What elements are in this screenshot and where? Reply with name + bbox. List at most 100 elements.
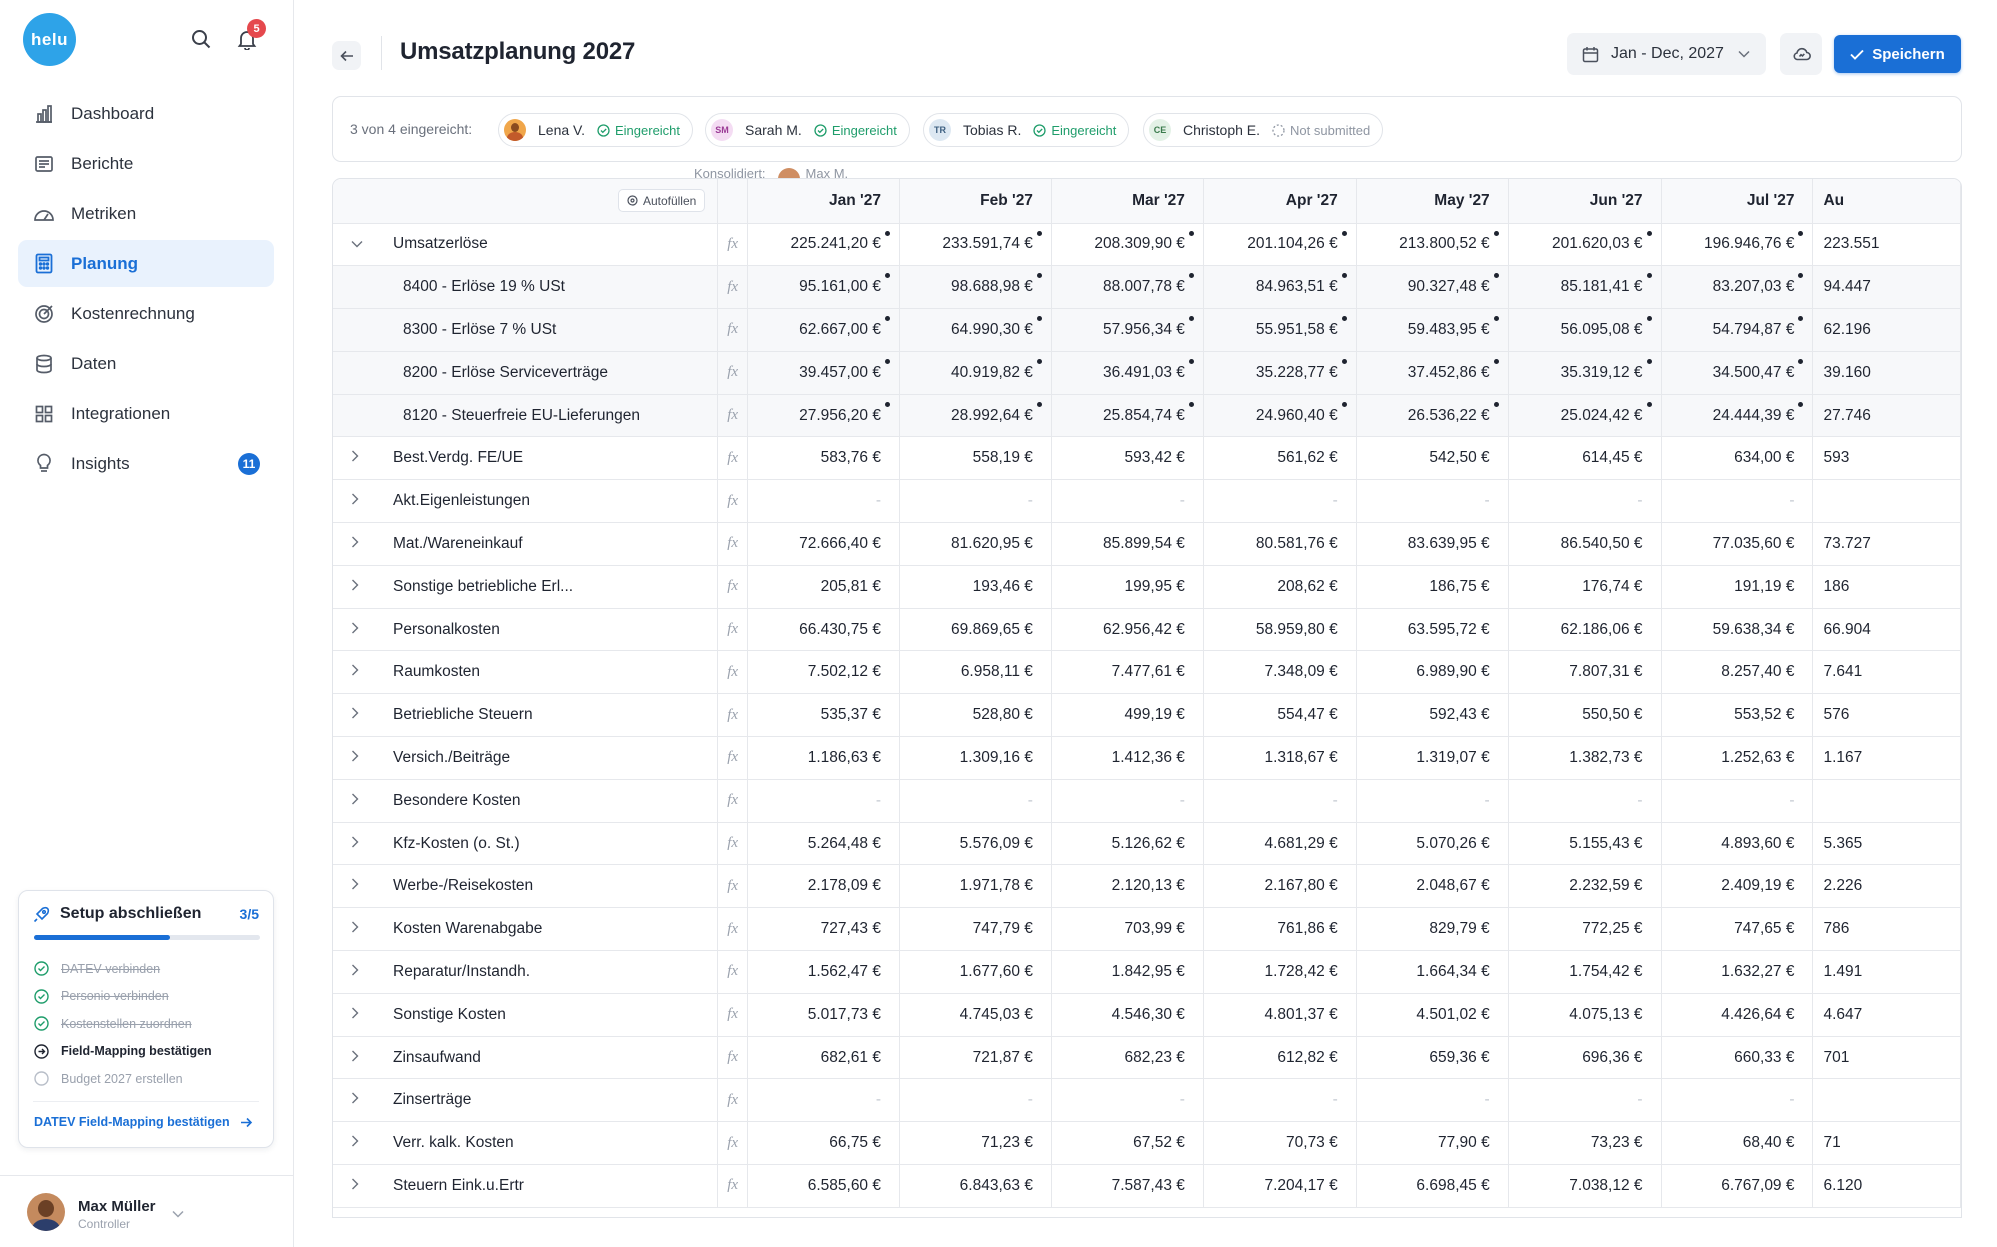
value-cell[interactable]: 1.754,42 €	[1508, 950, 1662, 994]
table-row[interactable]: Reparatur/Instandh. fx 1.562,47 € 1.677,60 …	[333, 950, 1961, 994]
chevron-right-icon[interactable]	[351, 621, 371, 637]
value-cell[interactable]: -	[1508, 779, 1662, 823]
value-cell[interactable]: 747,79 €	[899, 907, 1052, 952]
value-cell[interactable]: 62.186,06 €	[1508, 608, 1662, 652]
chevron-right-icon[interactable]	[351, 1134, 371, 1150]
value-cell[interactable]: 34.500,47 €	[1661, 351, 1814, 395]
value-cell[interactable]: -	[1203, 1078, 1357, 1123]
value-cell[interactable]: -	[1508, 479, 1662, 524]
value-cell[interactable]: 2.409,19 €	[1661, 864, 1814, 909]
nav-item-kostenrechnung[interactable]: Kostenrechnung	[18, 290, 274, 337]
value-cell[interactable]: 558,19 €	[899, 436, 1052, 481]
value-cell[interactable]: 55.951,58 €	[1203, 308, 1357, 352]
value-cell[interactable]: 35.228,77 €	[1203, 351, 1357, 395]
value-cell[interactable]: -	[899, 1078, 1052, 1123]
value-cell[interactable]: 2.167,80 €	[1203, 864, 1357, 909]
back-button[interactable]	[332, 41, 361, 70]
submitter-chip[interactable]: TR Tobias R. Eingereicht	[923, 113, 1130, 147]
value-cell[interactable]: 56.095,08 €	[1508, 308, 1662, 352]
value-cell[interactable]: 721,87 €	[899, 1036, 1052, 1080]
value-cell[interactable]: 223.551	[1812, 223, 1961, 267]
row-label-cell[interactable]: 8400 - Erlöse 19 % USt	[333, 265, 719, 310]
row-label-cell[interactable]: Steuern Eink.u.Ertr	[333, 1164, 719, 1208]
value-cell[interactable]: 829,79 €	[1356, 907, 1509, 952]
row-label-cell[interactable]: Werbe-/Reisekosten	[333, 864, 719, 909]
value-cell[interactable]: 59.483,95 €	[1356, 308, 1509, 352]
value-cell[interactable]: 5.126,62 €	[1051, 822, 1204, 866]
value-cell[interactable]: 772,25 €	[1508, 907, 1662, 952]
value-cell[interactable]: 201.620,03 €	[1508, 223, 1662, 267]
formula-icon[interactable]: fx	[717, 993, 749, 1037]
value-cell[interactable]: 233.591,74 €	[899, 223, 1052, 267]
table-subrow[interactable]: 8200 - Erlöse Serviceverträge fx 39.457,00…	[333, 351, 1961, 395]
value-cell[interactable]: 208,62 €	[1203, 565, 1357, 609]
value-cell[interactable]: 1.319,07 €	[1356, 736, 1509, 780]
table-row[interactable]: Steuern Eink.u.Ertr fx 6.585,60 € 6.843,63 …	[333, 1164, 1961, 1208]
value-cell[interactable]: 191,19 €	[1661, 565, 1814, 609]
value-cell[interactable]: 25.854,74 €	[1051, 394, 1204, 438]
value-cell[interactable]: 5.365	[1812, 822, 1961, 866]
value-cell[interactable]: 72.666,40 €	[747, 522, 900, 566]
chevron-right-icon[interactable]	[351, 920, 371, 936]
row-label-cell[interactable]: Sonstige Kosten	[333, 993, 719, 1037]
value-cell[interactable]: 7.502,12 €	[747, 650, 900, 695]
chevron-right-icon[interactable]	[351, 1091, 371, 1107]
table-subrow[interactable]: 8400 - Erlöse 19 % USt fx 95.161,00 € 98.68…	[333, 265, 1961, 310]
value-cell[interactable]: 73,23 €	[1508, 1121, 1662, 1166]
value-cell[interactable]: -	[747, 779, 900, 823]
value-cell[interactable]: 4.647	[1812, 993, 1961, 1037]
value-cell[interactable]: 7.038,12 €	[1508, 1164, 1662, 1208]
table-subrow[interactable]: 8120 - Steuerfreie EU-Lieferungen fx 27.95…	[333, 394, 1961, 438]
value-cell[interactable]: 4.426,64 €	[1661, 993, 1814, 1037]
value-cell[interactable]: 1.677,60 €	[899, 950, 1052, 994]
value-cell[interactable]: -	[1051, 479, 1204, 524]
row-label-cell[interactable]: Akt.Eigenleistungen	[333, 479, 719, 524]
value-cell[interactable]: 59.638,34 €	[1661, 608, 1814, 652]
formula-icon[interactable]: fx	[717, 693, 749, 738]
table-row[interactable]: Umsatzerlöse fx 225.241,20 € 233.591,74 € 20…	[333, 223, 1961, 267]
submitter-chip[interactable]: Lena V. Eingereicht	[498, 113, 694, 147]
value-cell[interactable]: 69.869,65 €	[899, 608, 1052, 652]
value-cell[interactable]: 62.196	[1812, 308, 1961, 352]
value-cell[interactable]: 80.581,76 €	[1203, 522, 1357, 566]
value-cell[interactable]: 66,75 €	[747, 1121, 900, 1166]
formula-icon[interactable]: fx	[717, 736, 749, 780]
formula-icon[interactable]: fx	[717, 394, 749, 438]
chevron-right-icon[interactable]	[351, 535, 371, 551]
value-cell[interactable]: 1.491	[1812, 950, 1961, 994]
value-cell[interactable]	[1812, 779, 1961, 823]
value-cell[interactable]: 39.457,00 €	[747, 351, 900, 395]
value-cell[interactable]: 196.946,76 €	[1661, 223, 1814, 267]
value-cell[interactable]: 5.155,43 €	[1508, 822, 1662, 866]
formula-icon[interactable]: fx	[717, 822, 749, 866]
row-label-cell[interactable]: Versich./Beiträge	[333, 736, 719, 780]
value-cell[interactable]: 6.585,60 €	[747, 1164, 900, 1208]
row-label-cell[interactable]: Umsatzerlöse	[333, 223, 719, 267]
value-cell[interactable]	[1812, 479, 1961, 524]
value-cell[interactable]: 86.540,50 €	[1508, 522, 1662, 566]
table-row[interactable]: Sonstige Kosten fx 5.017,73 € 4.745,03 € 4.5…	[333, 993, 1961, 1037]
value-cell[interactable]: 5.070,26 €	[1356, 822, 1509, 866]
value-cell[interactable]: 94.447	[1812, 265, 1961, 310]
formula-icon[interactable]: fx	[717, 950, 749, 994]
value-cell[interactable]: 25.024,42 €	[1508, 394, 1662, 438]
value-cell[interactable]: 24.444,39 €	[1661, 394, 1814, 438]
value-cell[interactable]: 81.620,95 €	[899, 522, 1052, 566]
row-label-cell[interactable]: Mat./Wareneinkauf	[333, 522, 719, 566]
value-cell[interactable]: 5.576,09 €	[899, 822, 1052, 866]
value-cell[interactable]: 535,37 €	[747, 693, 900, 738]
value-cell[interactable]: 659,36 €	[1356, 1036, 1509, 1080]
formula-icon[interactable]: fx	[717, 308, 749, 352]
autofill-button[interactable]: Autofüllen	[617, 189, 706, 213]
formula-icon[interactable]: fx	[717, 1036, 749, 1080]
row-label-cell[interactable]: 8300 - Erlöse 7 % USt	[333, 308, 719, 352]
chevron-right-icon[interactable]	[351, 449, 371, 465]
value-cell[interactable]: 64.990,30 €	[899, 308, 1052, 352]
user-menu[interactable]: Max Müller Controller	[0, 1175, 294, 1247]
field-mapping-link[interactable]: DATEV Field-Mapping bestätigen	[34, 1115, 253, 1129]
formula-icon[interactable]: fx	[717, 1164, 749, 1208]
value-cell[interactable]: 6.958,11 €	[899, 650, 1052, 695]
value-cell[interactable]: 176,74 €	[1508, 565, 1662, 609]
row-label-cell[interactable]: Kosten Warenabgabe	[333, 907, 719, 952]
value-cell[interactable]: 1.382,73 €	[1508, 736, 1662, 780]
